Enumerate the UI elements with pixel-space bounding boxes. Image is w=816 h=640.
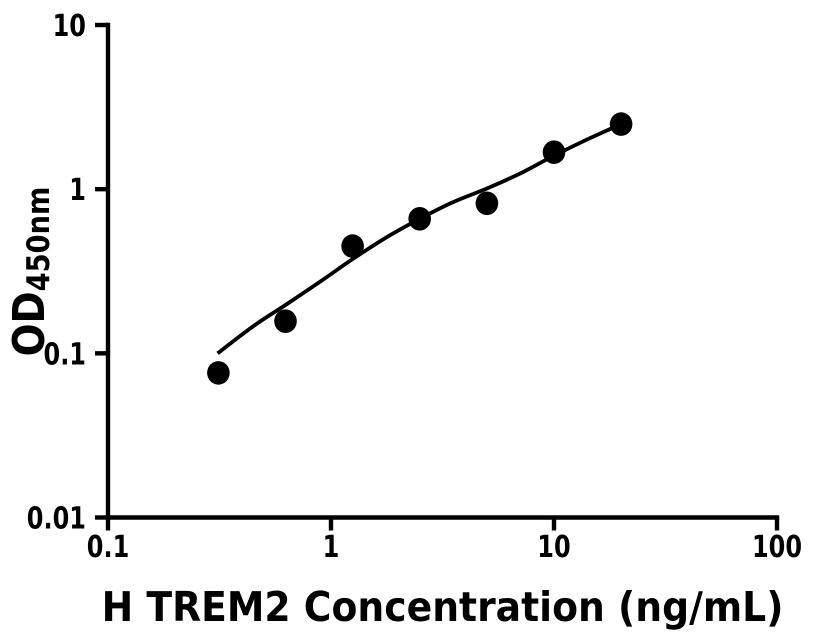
y-tick-label: 1 <box>69 174 86 208</box>
data-point <box>341 234 364 258</box>
data-point <box>408 207 432 231</box>
x-tick-label: 10 <box>537 530 570 564</box>
y-tick-label: 0.01 <box>27 502 86 536</box>
data-point <box>475 191 499 216</box>
y-tick-label: 0.1 <box>43 338 86 372</box>
data-point <box>274 309 297 334</box>
x-tick-label: 1 <box>323 530 340 564</box>
data-point <box>609 112 633 136</box>
x-tick-label: 0.1 <box>87 530 130 564</box>
x-tick-label: 100 <box>752 530 802 564</box>
y-tick-label: 10 <box>53 9 86 43</box>
data-point <box>542 140 566 164</box>
data-point <box>207 361 230 385</box>
